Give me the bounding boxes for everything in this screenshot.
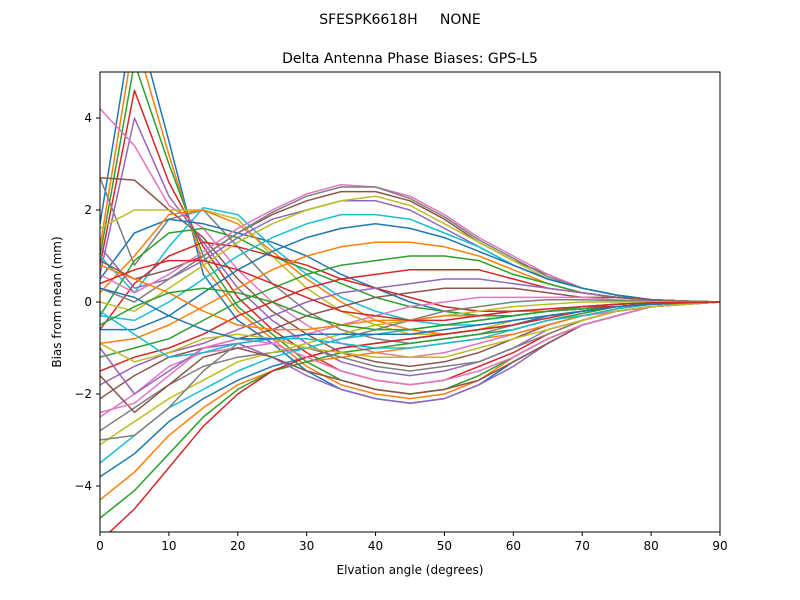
series-layer (100, 72, 720, 532)
x-tick-label: 50 (437, 539, 452, 553)
x-axis-label: Elvation angle (degrees) (337, 563, 484, 577)
x-tick-label: 40 (368, 539, 383, 553)
y-tick-label: 0 (84, 295, 92, 309)
y-tick-label: −4 (74, 479, 92, 493)
y-tick-label: −2 (74, 387, 92, 401)
series-line-44 (100, 259, 720, 322)
series-line-37 (100, 301, 720, 414)
x-tick-label: 60 (506, 539, 521, 553)
y-tick-label: 4 (84, 111, 92, 125)
x-tick-label: 30 (299, 539, 314, 553)
x-tick-label: 20 (230, 539, 245, 553)
series-line-41 (100, 287, 720, 340)
x-tick-label: 80 (643, 539, 658, 553)
y-axis-label: Bias from mean (mm) (50, 236, 64, 367)
series-line-21 (100, 223, 720, 331)
x-tick-label: 90 (712, 539, 727, 553)
x-tick-label: 10 (161, 539, 176, 553)
x-axis-ticks: 0 10 20 30 40 50 60 70 80 90 (96, 532, 728, 553)
chart-title: Delta Antenna Phase Biases: GPS-L5 (282, 51, 538, 67)
x-tick-label: 0 (96, 539, 104, 553)
y-tick-label: 2 (84, 203, 92, 217)
y-axis-ticks: −4 −2 0 2 4 (74, 111, 100, 493)
series-line-39 (100, 301, 720, 363)
series-line-40 (100, 301, 720, 358)
figure-suptitle: SFESPK6618H NONE (319, 12, 481, 28)
x-tick-label: 70 (575, 539, 590, 553)
